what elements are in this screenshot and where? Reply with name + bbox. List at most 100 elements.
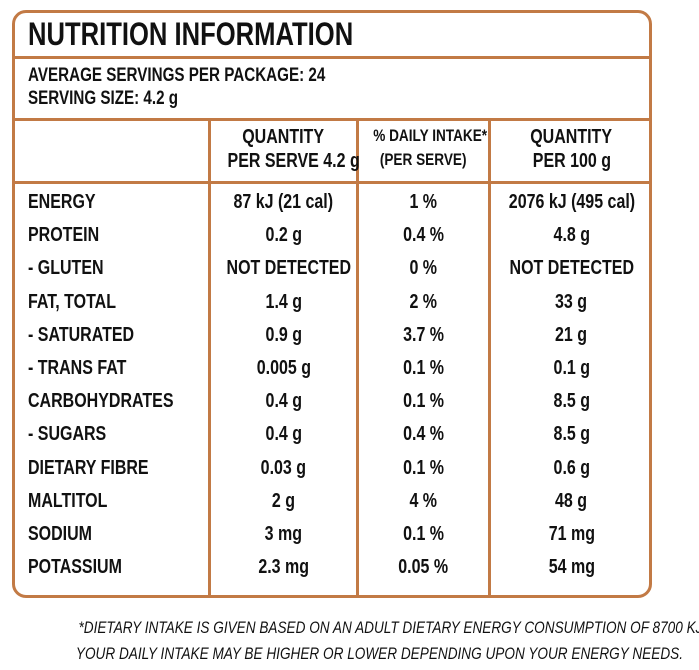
column-header-text: PER 100 g <box>532 150 611 172</box>
cell-text: 0.6 g <box>553 456 590 479</box>
cell-text: NOT DETECTED <box>226 257 352 280</box>
row-label-text: DIETARY FIBRE <box>28 456 149 479</box>
cell: 3 mg <box>211 524 356 544</box>
title: NUTRITION INFORMATION <box>28 18 434 50</box>
cell: 0.005 g <box>211 358 356 378</box>
cell-text: 0.1 g <box>553 357 590 379</box>
cell: 0.4 % <box>359 424 488 444</box>
cell-text: 1.4 g <box>265 290 302 313</box>
cell-text: NOT DETECTED <box>509 257 634 280</box>
column-header: % DAILY INTAKE* <box>359 127 488 144</box>
column-header-text: QUANTITY <box>242 126 325 148</box>
cell: 33 g <box>491 292 652 312</box>
cell: 1.4 g <box>211 292 356 312</box>
row-label: - SUGARS <box>28 424 126 444</box>
cell: 2.3 mg <box>211 557 356 577</box>
column-header-text: (PER SERVE) <box>380 150 467 169</box>
cell-text: 0.1 % <box>403 523 444 545</box>
row-label: - SATURATED <box>28 325 161 345</box>
title-text: NUTRITION INFORMATION <box>28 16 354 52</box>
cell-text: 4 % <box>409 489 438 512</box>
cell: 0 % <box>359 258 488 278</box>
column-header: PER 100 g <box>491 151 652 171</box>
cell: 0.1 % <box>359 458 488 478</box>
cell-text: 0.1 % <box>403 456 444 479</box>
cell-text: 0.1 % <box>403 390 444 413</box>
cell-text: 2076 kJ (495 cal) <box>508 191 635 213</box>
cell-text: 3.7 % <box>403 323 444 346</box>
cell: 0.4 g <box>211 391 356 411</box>
cell: 0.9 g <box>211 325 356 345</box>
column-header: (PER SERVE) <box>359 151 488 168</box>
cell: 0.03 g <box>211 458 356 478</box>
servings-line: AVERAGE SERVINGS PER PACKAGE: 24 <box>28 66 400 85</box>
row-label: MALTITOL <box>28 491 127 511</box>
cell: 0.6 g <box>491 458 652 478</box>
divider <box>12 181 652 184</box>
footnote: YOUR DAILY INTAKE MAY BE HIGHER OR LOWER… <box>0 645 699 662</box>
cell-text: 1 % <box>409 191 438 213</box>
cell: 0.1 % <box>359 391 488 411</box>
cell-text: 0.005 g <box>256 357 311 379</box>
column-divider <box>356 120 359 598</box>
row-label: - GLUTEN <box>28 258 122 278</box>
cell-text: 8.5 g <box>553 423 590 446</box>
cell-text: 2.3 mg <box>258 556 309 579</box>
cell: 0.1 g <box>491 358 652 378</box>
row-label: - TRANS FAT <box>28 358 151 378</box>
cell: 54 mg <box>491 557 652 577</box>
cell: 4.8 g <box>491 225 652 245</box>
cell-text: 0.1 % <box>403 357 444 379</box>
cell: 87 kJ (21 cal) <box>211 192 356 212</box>
cell: 4 % <box>359 491 488 511</box>
cell-text: 0.03 g <box>260 456 307 479</box>
cell-text: 4.8 g <box>553 224 590 247</box>
column-header-text: PER SERVE 4.2 g <box>227 150 360 172</box>
row-label-text: - GLUTEN <box>28 257 104 280</box>
cell: NOT DETECTED <box>211 258 356 278</box>
cell: 8.5 g <box>491 391 652 411</box>
divider <box>12 118 652 121</box>
cell: 2 % <box>359 292 488 312</box>
row-label-text: SODIUM <box>28 523 92 545</box>
row-label-text: FAT, TOTAL <box>28 290 116 313</box>
column-header: QUANTITY <box>491 127 652 147</box>
footnote: *DIETARY INTAKE IS GIVEN BASED ON AN ADU… <box>0 619 699 636</box>
row-label-text: POTASSIUM <box>28 556 122 579</box>
cell-text: 0 % <box>409 257 438 280</box>
cell-text: 0.4 % <box>403 224 444 247</box>
cell: 0.1 % <box>359 524 488 544</box>
cell-text: 8.5 g <box>553 390 590 413</box>
column-divider <box>208 120 211 598</box>
cell: 0.4 % <box>359 225 488 245</box>
cell-text: 33 g <box>555 290 588 313</box>
servings-line-text: AVERAGE SERVINGS PER PACKAGE: 24 <box>28 65 326 86</box>
cell: 8.5 g <box>491 424 652 444</box>
footnote-text: YOUR DAILY INTAKE MAY BE HIGHER OR LOWER… <box>75 644 683 663</box>
cell-text: 71 mg <box>548 523 595 545</box>
cell-text: 0.4 g <box>265 423 302 446</box>
cell: 0.4 g <box>211 424 356 444</box>
row-label: PROTEIN <box>28 225 117 245</box>
servings-line-text: SERVING SIZE: 4.2 g <box>28 88 179 109</box>
cell-text: 0.05 % <box>398 556 449 579</box>
row-label-text: - SUGARS <box>28 423 107 446</box>
cell-text: 21 g <box>555 323 588 346</box>
cell: 1 % <box>359 192 488 212</box>
cell-text: 2 % <box>409 290 438 313</box>
row-label: POTASSIUM <box>28 557 145 577</box>
cell-text: 48 g <box>555 489 588 512</box>
panel-border <box>12 10 652 598</box>
cell: 0.05 % <box>359 557 488 577</box>
cell: 71 mg <box>491 524 652 544</box>
row-label: ENERGY <box>28 192 112 212</box>
cell: 2 g <box>211 491 356 511</box>
row-label-text: ENERGY <box>28 191 96 213</box>
row-label-text: - SATURATED <box>28 323 135 346</box>
cell-text: 0.4 % <box>403 423 444 446</box>
row-label-text: CARBOHYDRATES <box>28 390 174 413</box>
cell: 3.7 % <box>359 325 488 345</box>
cell-text: 54 mg <box>548 556 595 579</box>
servings-line: SERVING SIZE: 4.2 g <box>28 89 216 108</box>
cell-text: 87 kJ (21 cal) <box>233 191 334 213</box>
